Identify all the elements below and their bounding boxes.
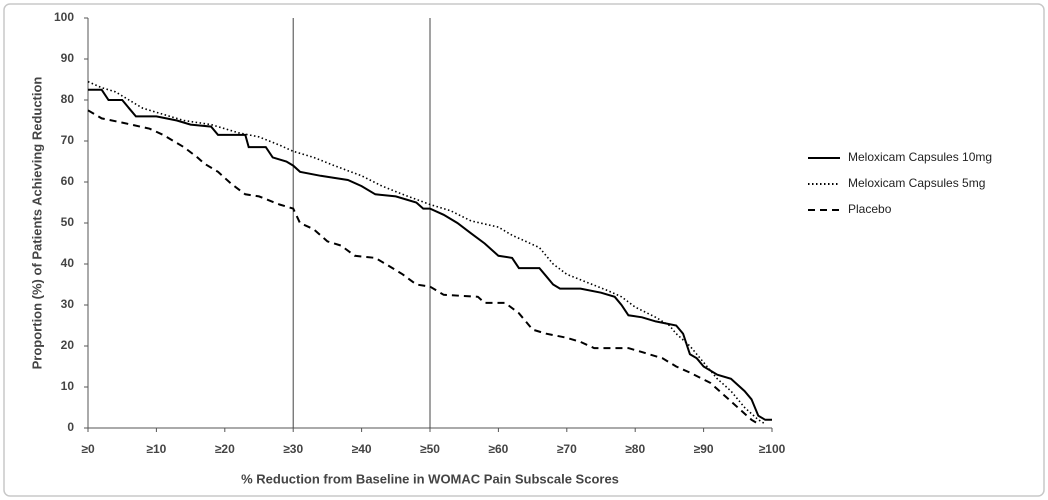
y-tick-label: 40 (61, 256, 75, 270)
y-tick-label: 90 (61, 51, 75, 65)
legend-label: Meloxicam Capsules 5mg (848, 176, 985, 190)
x-tick-label: ≥90 (694, 442, 714, 456)
x-tick-label: ≥40 (352, 442, 372, 456)
series-line (87, 80, 766, 425)
y-tick-label: 50 (61, 215, 75, 229)
x-tick-label: ≥30 (283, 442, 303, 456)
frame (3, 3, 1045, 497)
x-tick-label: ≥100 (759, 442, 786, 456)
y-axis-title: Proportion (%) of Patients Achieving Red… (29, 77, 44, 370)
y-tick-label: 60 (61, 174, 75, 188)
x-tick-label: ≥70 (557, 442, 577, 456)
series-line (88, 88, 772, 421)
y-tick-label: 30 (61, 297, 75, 311)
x-axis-title: % Reduction from Baseline in WOMAC Pain … (241, 471, 619, 486)
x-tick-label: ≥50 (420, 442, 440, 456)
y-tick-label: 20 (61, 338, 75, 352)
x-tick-label: ≥10 (146, 442, 166, 456)
y-tick-label: 100 (54, 10, 74, 24)
series-line (87, 109, 759, 425)
legend-label: Placebo (848, 202, 892, 216)
y-tick-label: 0 (67, 420, 74, 434)
x-tick-label: ≥20 (215, 442, 235, 456)
x-tick-label: ≥0 (81, 442, 95, 456)
y-tick-label: 80 (61, 92, 75, 106)
x-tick-label: ≥80 (625, 442, 645, 456)
y-tick-label: 70 (61, 133, 75, 147)
legend-label: Meloxicam Capsules 10mg (848, 150, 992, 164)
y-tick-label: 10 (61, 379, 75, 393)
x-tick-label: ≥60 (488, 442, 508, 456)
